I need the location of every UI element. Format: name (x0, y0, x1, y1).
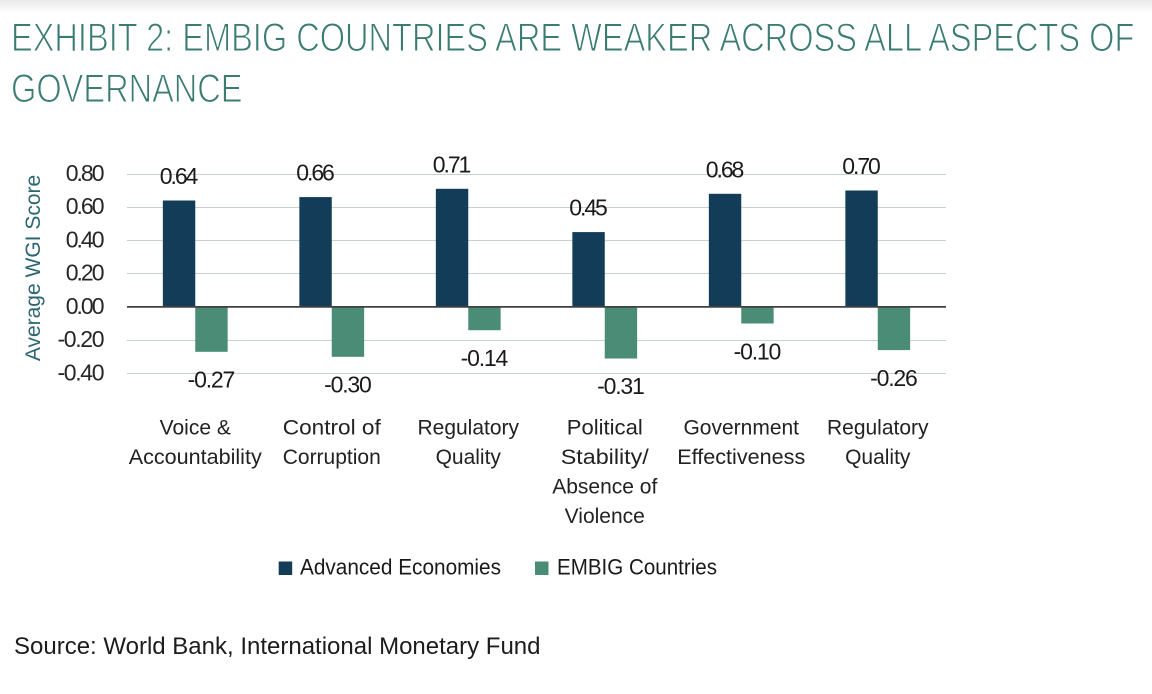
svg-text:Voice &: Voice & (160, 417, 231, 440)
svg-text:Effectiveness: Effectiveness (677, 446, 805, 469)
svg-text:-0.10: -0.10 (734, 338, 782, 364)
svg-text:EMBIG Countries: EMBIG Countries (557, 555, 717, 580)
svg-text:0.60: 0.60 (66, 193, 105, 219)
svg-text:0.00: 0.00 (66, 293, 105, 319)
svg-text:-0.20: -0.20 (58, 326, 105, 352)
svg-text:0.64: 0.64 (160, 163, 199, 189)
svg-text:-0.40: -0.40 (58, 359, 105, 385)
svg-text:-0.14: -0.14 (461, 345, 509, 371)
svg-text:Quality: Quality (436, 446, 502, 469)
svg-text:Control of: Control of (283, 417, 381, 440)
svg-text:-0.30: -0.30 (324, 372, 372, 398)
svg-text:Regulatory: Regulatory (417, 417, 519, 440)
svg-text:Political: Political (567, 417, 643, 440)
svg-text:Accountability: Accountability (129, 446, 263, 469)
svg-text:Violence: Violence (565, 505, 645, 528)
svg-text:Absence of: Absence of (552, 476, 657, 499)
svg-text:Advanced Economies: Advanced Economies (300, 555, 501, 580)
svg-text:Stability/: Stability/ (561, 446, 649, 469)
svg-text:Corruption: Corruption (283, 446, 381, 469)
svg-text:Regulatory: Regulatory (827, 417, 929, 440)
svg-text:0.80: 0.80 (66, 160, 105, 186)
svg-text:Average WGI Score: Average WGI Score (22, 175, 45, 361)
svg-text:-0.26: -0.26 (870, 365, 918, 391)
svg-text:0.70: 0.70 (842, 153, 881, 179)
svg-text:0.20: 0.20 (66, 260, 105, 286)
svg-text:Quality: Quality (845, 446, 911, 469)
svg-text:0.68: 0.68 (706, 156, 745, 182)
svg-text:-0.27: -0.27 (188, 367, 236, 393)
svg-text:Government: Government (683, 417, 799, 440)
svg-text:-0.31: -0.31 (597, 373, 645, 399)
svg-text:0.40: 0.40 (66, 226, 105, 252)
svg-text:0.66: 0.66 (296, 160, 335, 186)
svg-text:0.45: 0.45 (569, 195, 608, 221)
svg-text:0.71: 0.71 (433, 151, 472, 177)
